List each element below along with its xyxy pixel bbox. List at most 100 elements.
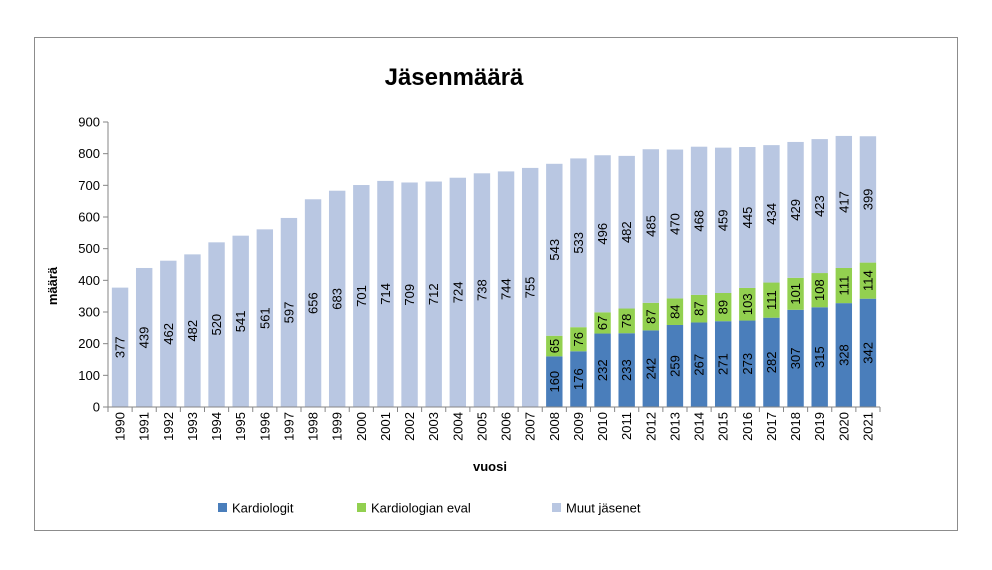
- bar-segment: [328, 190, 346, 407]
- x-tick-label: 1997: [281, 412, 296, 441]
- bar-segment: [570, 158, 587, 328]
- data-label: 439: [137, 327, 152, 349]
- bar-segment: [160, 260, 177, 407]
- data-label: 485: [643, 215, 658, 237]
- data-label: 543: [547, 239, 562, 261]
- bar-segment: [304, 199, 322, 407]
- bar-segment: [787, 277, 804, 310]
- data-label: 111: [764, 290, 779, 310]
- bar-segment: [811, 307, 828, 407]
- bar-segment: [714, 147, 732, 293]
- data-label: 434: [764, 203, 779, 225]
- data-label: 103: [740, 293, 755, 315]
- x-tick-label: 1992: [161, 412, 176, 441]
- data-label: 65: [547, 339, 562, 353]
- bar-segment: [546, 335, 563, 357]
- bar-segment: [666, 149, 684, 299]
- chart-frame: Jäsenmäärä määrä vuosi 0 100 200 300 400 500 6…: [34, 37, 958, 531]
- bar-segment: [425, 181, 442, 407]
- x-tick-label: 2015: [716, 412, 731, 441]
- y-tick-label: 700: [78, 178, 100, 193]
- bar-segment: [570, 351, 587, 407]
- bar-segment: [449, 177, 467, 407]
- y-tick-label: 300: [78, 305, 100, 320]
- x-tick-label: 2011: [619, 412, 634, 440]
- bar-segment: [835, 267, 853, 304]
- data-label: 459: [716, 209, 731, 231]
- x-tick-label: 2012: [643, 412, 658, 441]
- data-label: 160: [547, 371, 562, 393]
- legend-swatch: [218, 503, 227, 512]
- bar-segment: [739, 320, 756, 407]
- legend: Kardiologit Kardiologian eval Muut jäsenet: [218, 501, 641, 516]
- bar-segment: [618, 308, 635, 334]
- bar-segment: [763, 317, 780, 407]
- data-label: 108: [812, 279, 827, 301]
- data-label: 84: [667, 304, 682, 318]
- bar-segment: [690, 322, 708, 407]
- data-label: 267: [692, 354, 707, 376]
- data-label: 561: [257, 307, 272, 329]
- legend-swatch: [552, 503, 561, 512]
- bar-segment: [763, 145, 780, 283]
- legend-label: Kardiologit: [232, 501, 294, 516]
- data-label: 328: [836, 344, 851, 366]
- data-label: 755: [523, 277, 538, 299]
- data-label: 744: [499, 278, 514, 300]
- data-label: 114: [860, 270, 875, 291]
- data-label: 399: [860, 189, 875, 211]
- x-tick-label: 2013: [667, 412, 682, 441]
- bar-segment: [811, 139, 828, 274]
- bar-segment: [594, 333, 611, 407]
- data-label: 271: [716, 353, 731, 375]
- bar-segment: [666, 324, 684, 407]
- bar-segment: [256, 229, 274, 407]
- bar-segment: [521, 167, 539, 407]
- x-tick-label: 2019: [812, 412, 827, 441]
- plot-area: 0 100 200 300 400 500 600 700 800 900 377 1990 439 19…: [78, 115, 881, 441]
- bar-segment: [473, 173, 491, 407]
- bar-segment: [739, 287, 756, 321]
- x-tick-label: 2014: [692, 412, 707, 441]
- data-label: 683: [330, 288, 345, 310]
- data-label: 87: [692, 301, 707, 315]
- y-tick-label: 200: [78, 336, 100, 351]
- bar-segment: [618, 155, 635, 309]
- data-label: 89: [716, 300, 731, 314]
- x-tick-label: 2021: [860, 412, 875, 441]
- bar-segment: [787, 309, 804, 407]
- x-tick-label: 2007: [523, 412, 538, 441]
- bar-segment: [377, 180, 394, 407]
- data-label: 232: [595, 359, 610, 381]
- bar-segment: [642, 302, 660, 331]
- stacked-bar-chart: Jäsenmäärä määrä vuosi 0 100 200 300 400 500 6…: [45, 64, 881, 516]
- x-tick-label: 2005: [474, 412, 489, 441]
- x-tick-label: 2004: [450, 412, 465, 441]
- data-label: 87: [643, 309, 658, 323]
- bar-segment: [859, 262, 877, 299]
- y-axis-label: määrä: [45, 266, 60, 305]
- bar-segment: [642, 149, 660, 303]
- x-tick-label: 2009: [571, 412, 586, 441]
- x-axis-label: vuosi: [473, 459, 507, 474]
- y-tick-label: 900: [78, 115, 100, 130]
- x-tick-label: 2020: [836, 412, 851, 441]
- y-tick-label: 400: [78, 273, 100, 288]
- data-label: 273: [740, 353, 755, 375]
- bar-segment: [690, 294, 708, 323]
- bar-segment: [714, 321, 732, 407]
- bar-segment: [111, 287, 129, 407]
- bar-segment: [135, 267, 153, 407]
- bar-segment: [763, 282, 780, 318]
- y-tick-label: 0: [93, 400, 100, 415]
- legend-label: Muut jäsenet: [566, 501, 641, 516]
- x-tick-label: 2006: [499, 412, 514, 441]
- data-label: 520: [209, 314, 224, 336]
- data-label: 496: [595, 223, 610, 245]
- bar-segment: [570, 327, 587, 352]
- x-tick-label: 2002: [402, 412, 417, 441]
- data-label: 445: [740, 207, 755, 229]
- data-label: 233: [619, 359, 634, 381]
- x-tick-label: 1993: [185, 412, 200, 441]
- data-label: 76: [571, 332, 586, 346]
